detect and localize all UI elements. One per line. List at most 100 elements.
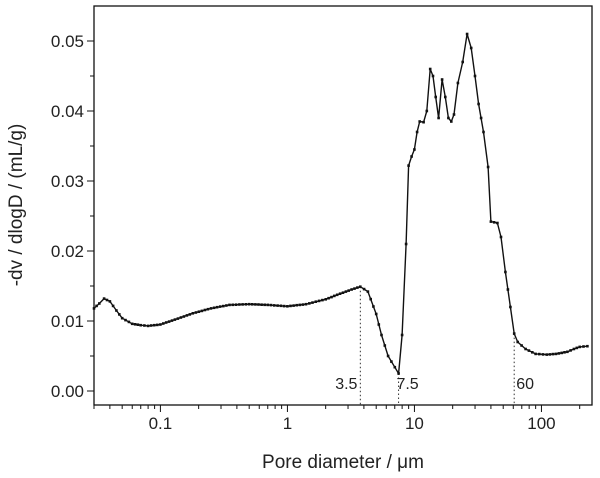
data-point [266, 303, 270, 307]
data-point [353, 287, 356, 290]
data-point [496, 221, 499, 225]
data-point [324, 298, 327, 301]
data-point [386, 354, 390, 358]
data-point [143, 324, 146, 327]
data-point [185, 314, 189, 317]
data-point [575, 346, 579, 350]
data-point [380, 333, 383, 337]
data-point [425, 109, 429, 113]
data-point [273, 304, 276, 307]
data-point [393, 365, 397, 369]
plot-frame [93, 5, 593, 406]
data-point [397, 372, 400, 375]
data-point [194, 311, 198, 314]
data-point [162, 322, 165, 325]
y-tick-label: 0.04 [51, 102, 84, 121]
data-point [159, 323, 162, 326]
y-tick-label: 0.01 [51, 312, 84, 331]
data-point [191, 312, 195, 315]
data-point [506, 288, 510, 291]
data-point [477, 102, 480, 106]
data-point [146, 324, 150, 328]
data-point [286, 305, 289, 308]
data-point [545, 353, 548, 356]
data-point [254, 303, 257, 306]
y-tick-label: 0.02 [51, 242, 84, 261]
data-point [557, 352, 561, 355]
data-point [531, 351, 534, 354]
data-point [333, 294, 336, 298]
data-point [298, 303, 302, 307]
data-point [582, 345, 585, 348]
x-tick-label: 1 [283, 414, 292, 433]
data-point [111, 304, 115, 308]
data-point [461, 60, 464, 64]
x-tick-label: 100 [527, 414, 555, 433]
data-point [308, 302, 311, 305]
data-point [289, 304, 292, 308]
data-point [173, 318, 177, 321]
data-point [215, 305, 219, 309]
data-point [482, 130, 485, 134]
data-point [390, 360, 393, 363]
data-point [504, 270, 507, 274]
data-point [413, 148, 416, 151]
data-point [153, 323, 156, 327]
data-point [149, 324, 153, 327]
data-point [362, 287, 366, 291]
x-axis-title: Pore diameter / μm [262, 452, 424, 473]
data-point [410, 155, 413, 158]
data-point [548, 353, 552, 356]
data-point [327, 296, 330, 300]
data-point [133, 323, 137, 326]
data-point [118, 313, 121, 316]
data-point [335, 293, 339, 297]
data-point [551, 352, 555, 356]
data-point [247, 302, 251, 306]
annotation-label: 3.5 [335, 376, 357, 393]
y-axis-ticks: 0.00 0.01 0.02 0.03 0.04 0.05 [51, 32, 94, 401]
data-point [209, 307, 213, 310]
data-point [251, 303, 254, 306]
data-point [206, 307, 210, 311]
data-point [311, 301, 314, 304]
data-point [586, 344, 589, 348]
data-point [257, 303, 260, 306]
data-point [338, 292, 342, 295]
data-point [486, 165, 490, 169]
data-point [260, 303, 263, 306]
data-point [400, 333, 404, 337]
data-point [527, 349, 531, 352]
data-point [350, 288, 353, 291]
data-point [428, 67, 432, 71]
data-point [244, 303, 248, 306]
data-point [301, 303, 305, 306]
data-point [92, 307, 96, 310]
data-point [431, 74, 435, 78]
data-point [136, 323, 140, 326]
data-point [440, 78, 444, 81]
data-point [279, 304, 283, 308]
data-point [200, 309, 204, 313]
data-point [164, 321, 168, 324]
data-point [520, 344, 523, 347]
data-point [563, 351, 566, 354]
data-point [473, 74, 477, 78]
data-point [231, 303, 235, 307]
data-point [314, 300, 318, 303]
data-point [228, 303, 231, 307]
data-point [130, 322, 134, 326]
data-point [359, 285, 362, 288]
data-point [572, 347, 576, 351]
y-tick-label: 0.00 [51, 382, 84, 401]
data-point [512, 332, 516, 335]
data-point [347, 289, 350, 292]
data-point [225, 304, 228, 307]
data-point [377, 323, 381, 326]
data-point [366, 290, 370, 293]
data-point [222, 304, 225, 308]
data-point [465, 32, 469, 36]
data-point [124, 318, 127, 322]
data-point [120, 316, 124, 320]
